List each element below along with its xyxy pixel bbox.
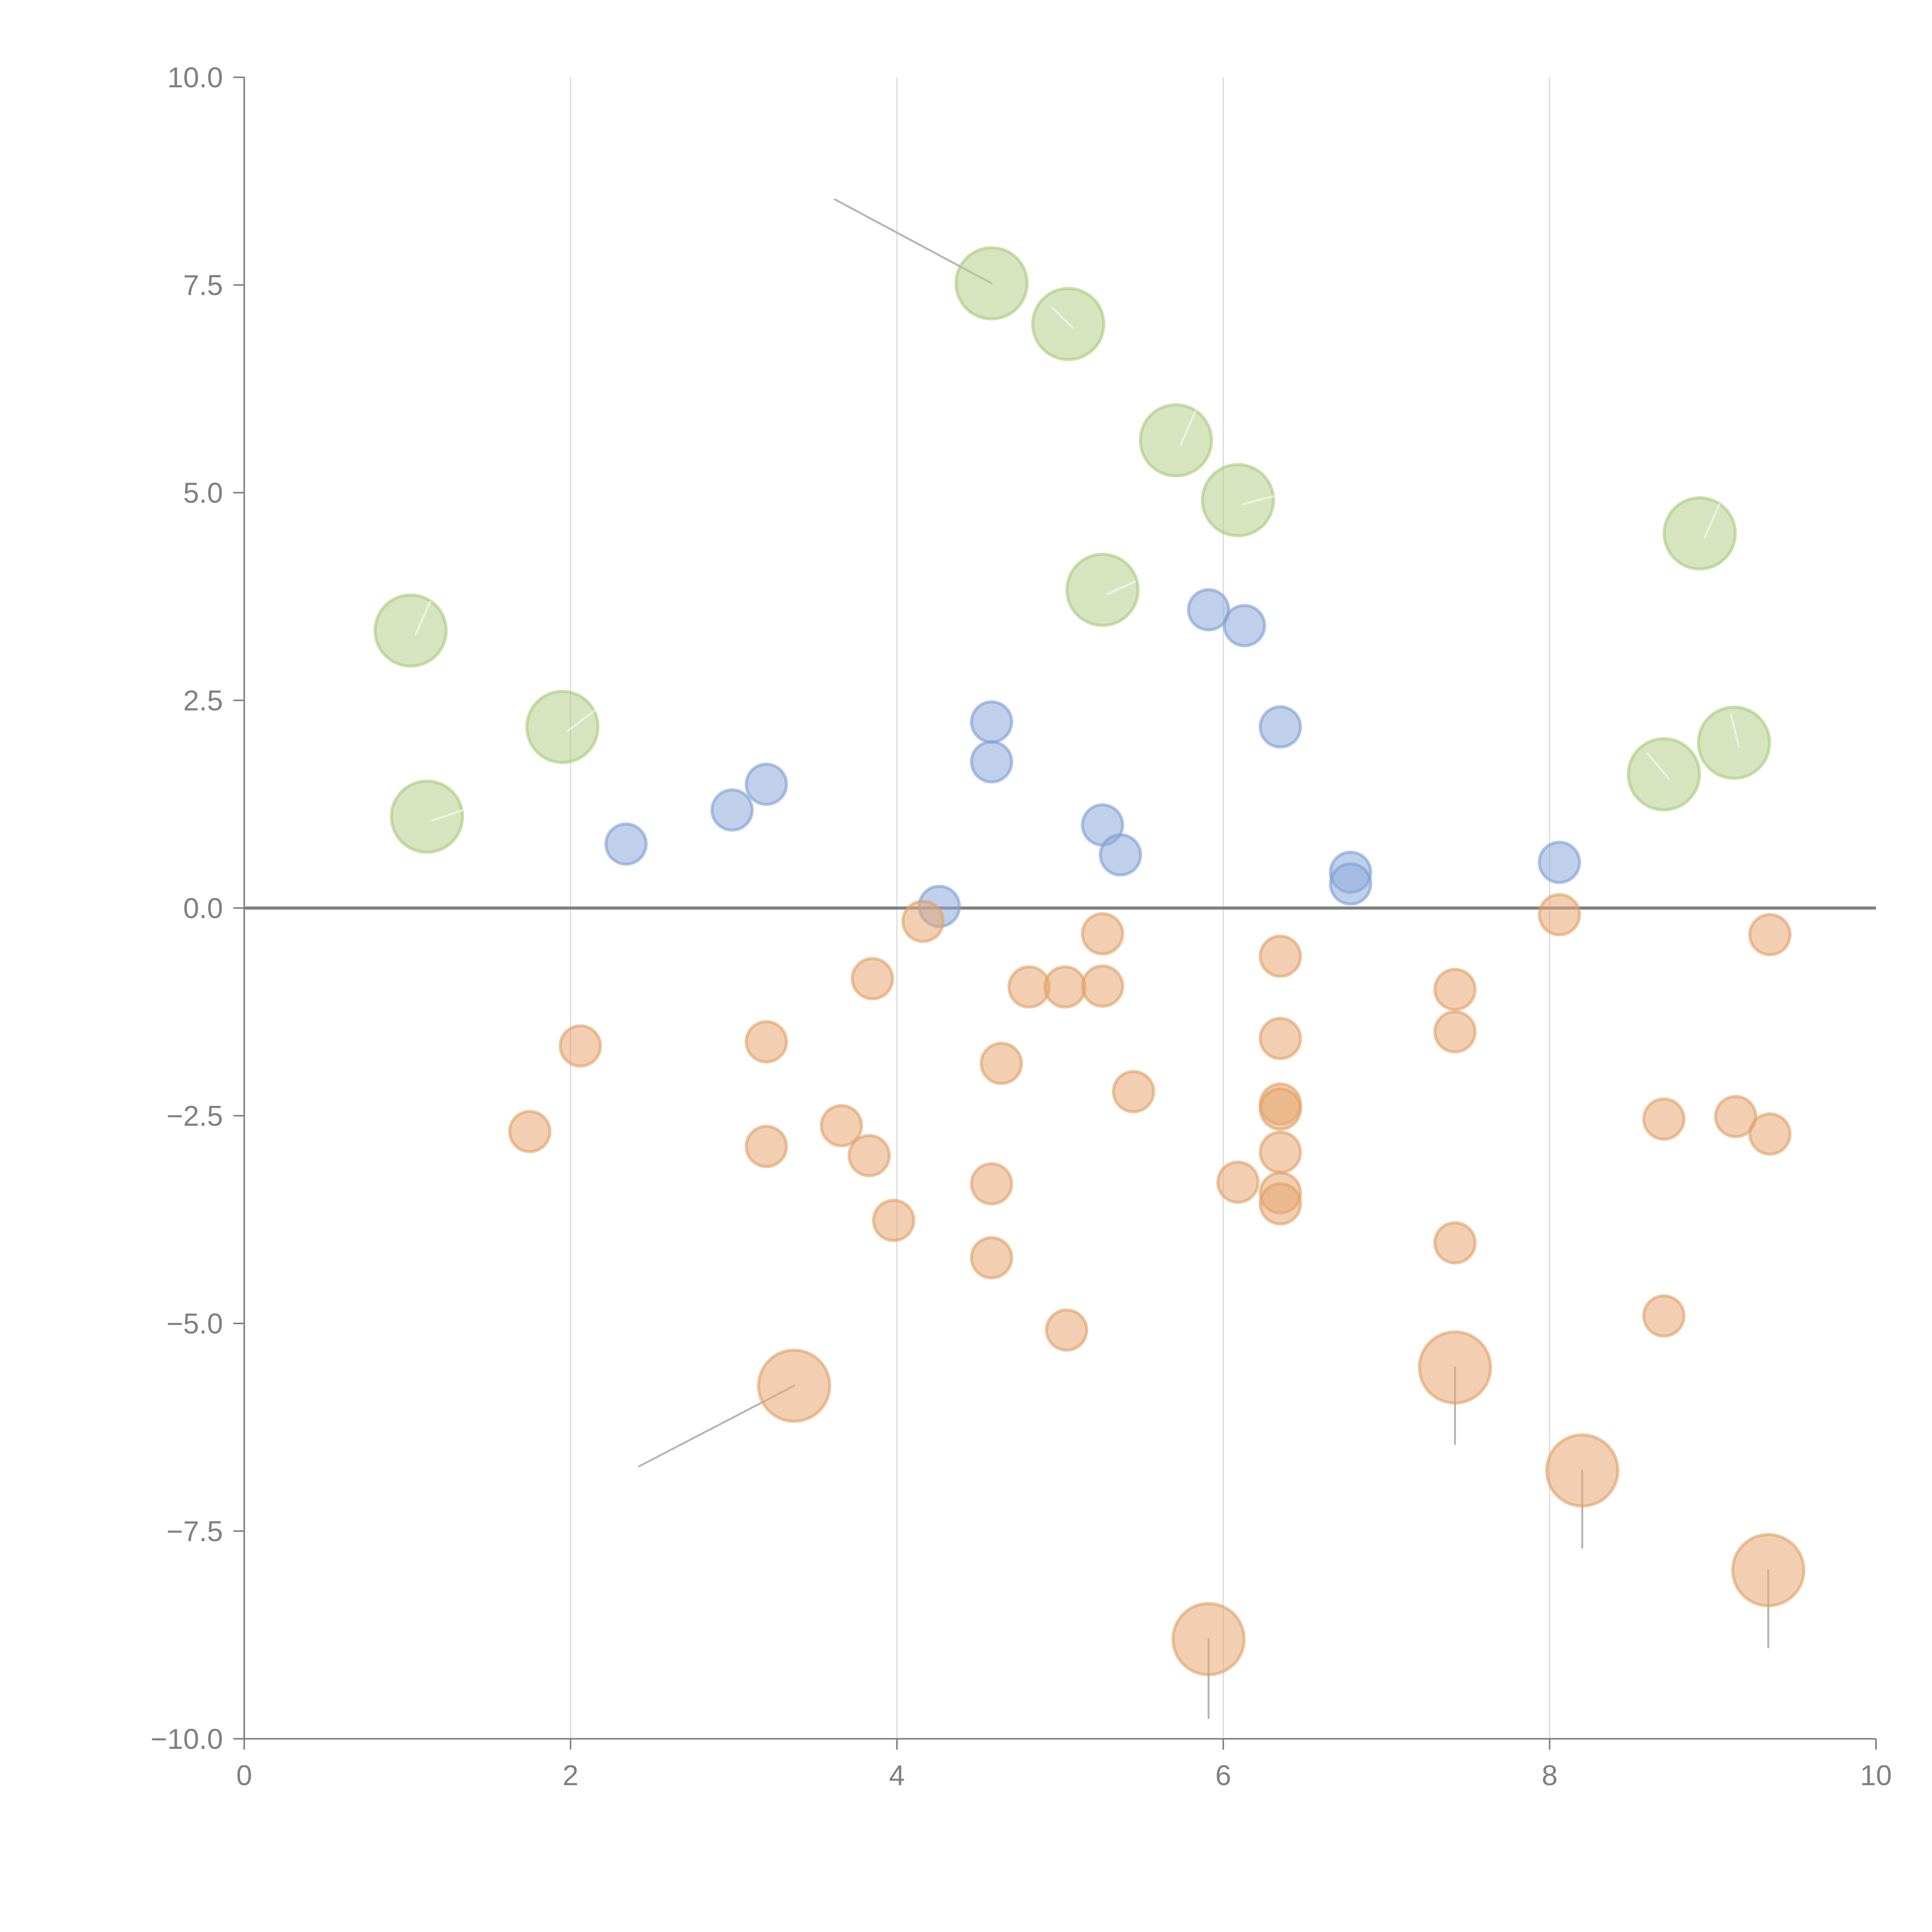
orange-point: [872, 1199, 915, 1242]
orange-point: [1043, 965, 1087, 1009]
series-orange-highlight: [757, 1330, 1806, 1676]
green-point: [389, 779, 464, 854]
series-orange: [508, 893, 1792, 1352]
x-tick-label: 8: [1542, 1759, 1558, 1791]
orange-point: [980, 1042, 1023, 1085]
orange-point: [1433, 1010, 1477, 1054]
blue-point: [1187, 588, 1230, 632]
blue-point: [1099, 833, 1142, 877]
orange-point: [1259, 1017, 1302, 1060]
green-inner-leader: [1051, 306, 1074, 329]
orange-point: [1081, 912, 1124, 956]
orange-point: [1259, 934, 1302, 978]
orange-point: [847, 1134, 891, 1177]
orange-point: [1433, 1221, 1477, 1265]
blue-point: [604, 822, 648, 866]
orange-point: [745, 1125, 788, 1168]
x-tick-label: 2: [563, 1759, 578, 1791]
data-points: [373, 246, 1806, 1676]
y-tick-label: 2.5: [183, 685, 223, 717]
green-inner-leader: [566, 709, 596, 732]
x-tick-label: 4: [889, 1759, 905, 1791]
blue-point: [970, 740, 1014, 784]
orange-point: [970, 1162, 1014, 1206]
green-point: [1201, 463, 1275, 537]
green-point: [1662, 496, 1737, 571]
orange-point: [1112, 1070, 1155, 1114]
orange-point: [745, 1020, 788, 1064]
series-green: [373, 246, 1771, 854]
orange-point: [1259, 1182, 1302, 1226]
orange-point: [850, 957, 894, 1000]
green-point: [525, 690, 600, 764]
orange-point: [1216, 1160, 1260, 1204]
y-tick-label: 0.0: [183, 892, 223, 924]
orange-point: [1748, 913, 1792, 956]
y-tick-label: −5.0: [167, 1308, 223, 1340]
orange-point: [1537, 893, 1581, 937]
green-point: [1139, 403, 1213, 478]
orange-highlight-point: [1545, 1433, 1619, 1508]
orange-point: [508, 1110, 552, 1153]
orange-highlight-point: [1418, 1330, 1492, 1405]
orange-highlight-point: [1731, 1533, 1806, 1607]
green-inner-leader: [1704, 503, 1721, 539]
orange-point: [1259, 1131, 1302, 1174]
blue-point: [1329, 862, 1372, 906]
green-inner-leader: [1242, 495, 1275, 505]
axes: [233, 77, 1877, 1750]
y-tick-label: 7.5: [183, 269, 223, 301]
orange-point: [820, 1104, 863, 1148]
green-inner-leader: [1646, 752, 1670, 780]
orange-point: [1007, 965, 1051, 1009]
orange-point: [901, 900, 945, 943]
y-tick-label: 10.0: [167, 61, 223, 94]
orange-point: [970, 1236, 1014, 1280]
blue-point: [710, 788, 754, 832]
orange-point: [1259, 1087, 1302, 1131]
tick-labels: 10.0 7.5 5.0 2.5 0.0 −2.5 −5.0 −7.5 −10.0 0 2 4 6 8 10: [151, 61, 1892, 1791]
orange-point: [1714, 1095, 1757, 1138]
orange-point: [1748, 1112, 1792, 1156]
x-tick-label: 6: [1215, 1759, 1231, 1791]
y-tick-label: −2.5: [167, 1100, 223, 1132]
green-point: [954, 246, 1029, 321]
green-inner-leader: [1730, 713, 1740, 748]
green-point: [1065, 553, 1140, 627]
green-inner-leader: [414, 600, 431, 636]
y-tick-label: −10.0: [151, 1723, 223, 1755]
orange-point: [1045, 1308, 1088, 1352]
y-tick-label: −7.5: [167, 1515, 223, 1548]
orange-point: [1642, 1097, 1686, 1141]
x-tick-label: 0: [236, 1759, 252, 1791]
blue-point: [1223, 604, 1266, 647]
series-blue: [604, 588, 1581, 928]
blue-point: [1537, 840, 1581, 884]
green-point: [1627, 737, 1701, 811]
green-inner-leader: [1106, 580, 1136, 595]
orange-highlight-point: [757, 1349, 832, 1423]
orange-point: [1642, 1294, 1686, 1338]
green-point: [373, 593, 448, 668]
orange-highlight-point: [1171, 1602, 1246, 1676]
blue-point: [970, 700, 1014, 744]
y-tick-label: 5.0: [183, 477, 223, 509]
green-inner-leader: [431, 809, 464, 822]
blue-point: [1259, 705, 1302, 749]
orange-point: [1081, 964, 1124, 1008]
green-point: [1697, 706, 1771, 780]
green-inner-leader: [1180, 410, 1197, 446]
orange-point: [1433, 968, 1477, 1011]
x-tick-label: 10: [1860, 1759, 1892, 1791]
orange-point: [558, 1024, 602, 1068]
blue-point: [745, 762, 788, 806]
